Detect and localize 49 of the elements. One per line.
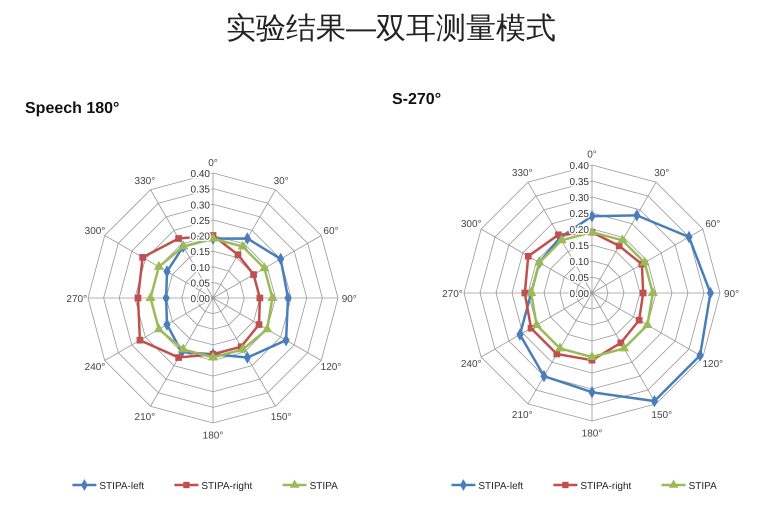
- spoke-label: 330°: [512, 168, 533, 180]
- spoke-label: 150°: [270, 412, 292, 423]
- y-tick-label: 0.10: [570, 257, 590, 268]
- legend-label: STIPA-left: [478, 481, 524, 492]
- spoke-label: 210°: [512, 410, 533, 421]
- spoke-label: 180°: [582, 428, 602, 440]
- legend-label: STIPA-right: [580, 481, 632, 492]
- y-tick-label: 0.05: [190, 278, 210, 290]
- spoke-label: 60°: [323, 226, 339, 237]
- y-tick-label: 0.35: [190, 184, 210, 196]
- spoke-label: 150°: [651, 410, 672, 421]
- y-tick-label: 0.10: [190, 262, 210, 274]
- chart-title: S-270°: [392, 91, 442, 108]
- spoke-label: 240°: [84, 362, 106, 374]
- spoke-label: 180°: [202, 430, 224, 442]
- spoke-label: 30°: [654, 168, 670, 180]
- y-tick-label: 0.40: [190, 169, 210, 180]
- y-tick-label: 0.30: [190, 200, 210, 212]
- spoke-label: 0°: [587, 149, 597, 160]
- y-tick-label: 0.35: [570, 177, 590, 188]
- spoke-label: 300°: [84, 226, 106, 237]
- spoke-label: 60°: [705, 219, 720, 230]
- spoke-label: 270°: [66, 294, 88, 305]
- y-tick-label: 0.05: [570, 273, 590, 284]
- spoke-label: 90°: [342, 294, 357, 305]
- spoke-label: 0°: [208, 158, 218, 169]
- spoke-label: 210°: [134, 412, 156, 423]
- y-tick-label: 0.15: [570, 241, 590, 252]
- spoke-label: 90°: [724, 289, 740, 300]
- y-tick-label: 0.00: [190, 294, 210, 305]
- legend-label: STIPA-left: [99, 481, 144, 492]
- y-tick-label: 0.25: [570, 209, 590, 220]
- legend-label: STIPA: [310, 481, 338, 492]
- spoke-label: 330°: [134, 176, 156, 188]
- legend-label: STIPA-right: [201, 481, 253, 492]
- spoke-label: 120°: [702, 358, 724, 370]
- spoke-label: 30°: [274, 176, 289, 188]
- spoke-label: 270°: [442, 289, 463, 300]
- legend-label: STIPA: [688, 481, 718, 492]
- spoke-label: 240°: [460, 358, 482, 370]
- y-tick-label: 0.40: [570, 161, 590, 172]
- text: 实验结果—双耳测量模式: [226, 12, 556, 45]
- y-tick-label: 0.15: [190, 247, 210, 258]
- y-tick-label: 0.30: [570, 193, 590, 204]
- spoke-label: 120°: [320, 362, 342, 374]
- y-tick-label: 0.25: [190, 216, 210, 227]
- spoke-label: 300°: [460, 219, 482, 230]
- y-tick-label: 0.00: [570, 289, 590, 300]
- chart-title: Speech 180°: [25, 100, 120, 117]
